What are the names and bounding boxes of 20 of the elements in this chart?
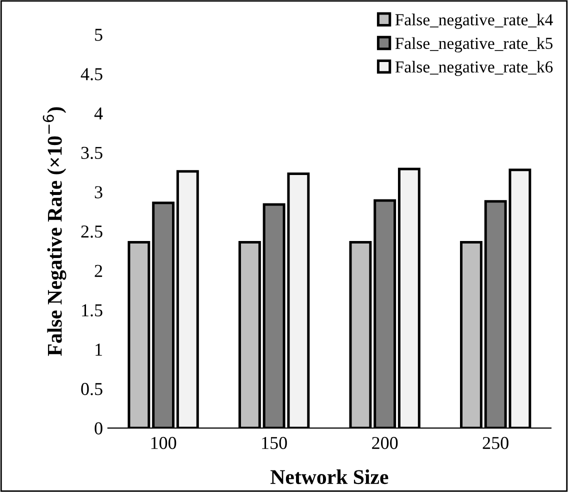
y-tick-label: 2 [94, 264, 102, 277]
y-axis-title: False Negative Rate (×10$^{−6}$) [42, 107, 66, 356]
x-tick-label: 100 [151, 436, 176, 450]
y-tick-label: 5 [95, 28, 102, 41]
y-tick-label: 4.5 [80, 68, 102, 80]
y-tick-label: 2.5 [81, 226, 102, 238]
legend-label: False_negative_rate_k6 [395, 60, 553, 76]
y-tick-label: 4 [94, 108, 103, 120]
y-tick-label: 3 [94, 186, 102, 198]
y-tick-label: 1 [96, 344, 102, 356]
y-tick-label: 3.5 [81, 146, 102, 160]
legend-label: False_negative_rate_k5 [395, 37, 552, 52]
x-tick-label: 250 [482, 436, 508, 450]
x-axis-title: Network Size [270, 469, 388, 484]
y-tick-label: 0 [94, 422, 102, 434]
legend-label: False_negative_rate_k4 [395, 14, 553, 29]
x-tick-label: 150 [262, 436, 287, 450]
x-tick-label: 200 [372, 436, 398, 450]
y-tick-label: 1.5 [82, 304, 102, 316]
y-tick-label: 0.5 [81, 382, 102, 396]
